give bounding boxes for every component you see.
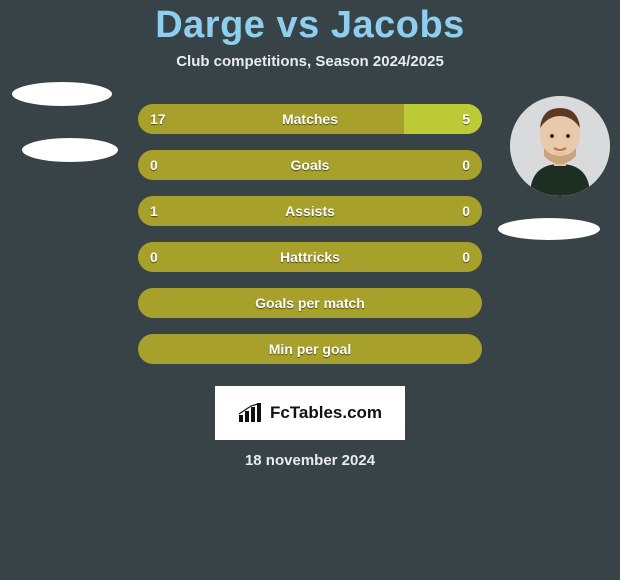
- stat-row-min-per-goal: Min per goal: [138, 334, 482, 364]
- stat-right-value: 0: [462, 150, 470, 180]
- avatar-illustration-icon: [510, 96, 610, 196]
- stat-label: Assists: [138, 196, 482, 226]
- title-vs: vs: [276, 4, 319, 46]
- stat-label: Hattricks: [138, 242, 482, 272]
- stat-row-goals: 0 Goals 0: [138, 150, 482, 180]
- stat-row-hattricks: 0 Hattricks 0: [138, 242, 482, 272]
- stat-rows: 17 Matches 5 0 Goals 0 1 Assists 0 0 Hat…: [138, 104, 482, 364]
- player1-placeholder-oval-1: [12, 82, 112, 106]
- stat-row-assists: 1 Assists 0: [138, 196, 482, 226]
- player2-base-oval: [498, 218, 600, 240]
- date-text: 18 november 2024: [0, 452, 620, 469]
- comparison-stage: 17 Matches 5 0 Goals 0 1 Assists 0 0 Hat…: [0, 104, 620, 469]
- title-player1: Darge: [155, 4, 265, 46]
- stat-label: Matches: [138, 104, 482, 134]
- page-title: Darge vs Jacobs: [0, 0, 620, 47]
- player1-placeholder-oval-2: [22, 138, 118, 162]
- stat-label: Goals per match: [138, 288, 482, 318]
- player2-avatar: [510, 96, 610, 196]
- brand-bars-icon: [238, 403, 264, 423]
- subtitle: Club competitions, Season 2024/2025: [0, 53, 620, 70]
- brand-badge: FcTables.com: [215, 386, 405, 440]
- stat-right-value: 5: [462, 104, 470, 134]
- stat-right-value: 0: [462, 242, 470, 272]
- title-player2: Jacobs: [331, 4, 465, 46]
- stat-row-goals-per-match: Goals per match: [138, 288, 482, 318]
- stat-label: Min per goal: [138, 334, 482, 364]
- stat-right-value: 0: [462, 196, 470, 226]
- stat-label: Goals: [138, 150, 482, 180]
- brand-text: FcTables.com: [270, 403, 382, 423]
- stat-row-matches: 17 Matches 5: [138, 104, 482, 134]
